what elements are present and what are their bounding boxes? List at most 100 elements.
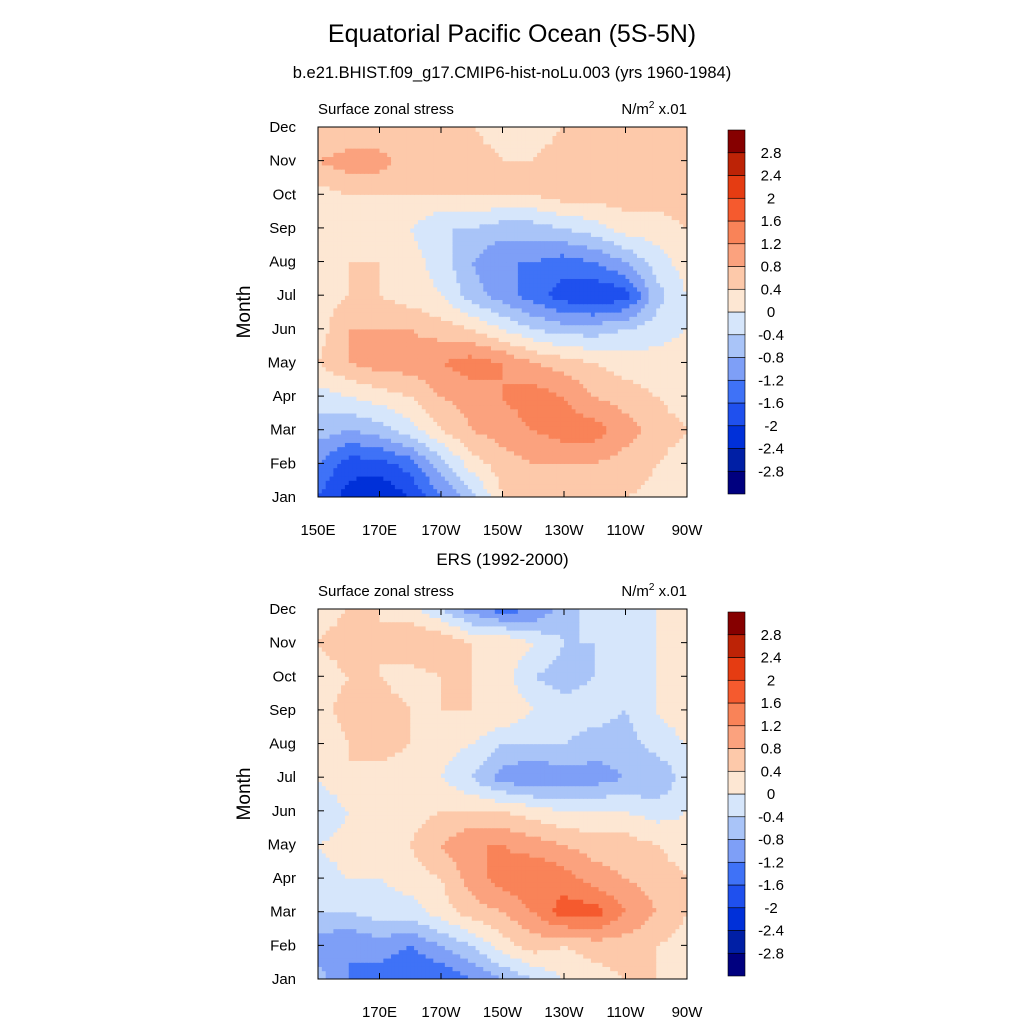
heatmap-cell xyxy=(648,337,653,343)
heatmap-cell xyxy=(379,303,384,309)
heatmap-cell xyxy=(460,370,465,376)
heatmap-cell xyxy=(498,438,504,443)
heatmap-cell xyxy=(414,446,419,452)
heatmap-cell xyxy=(613,429,619,435)
heatmap-cell xyxy=(537,303,542,309)
heatmap-cell xyxy=(514,295,519,300)
heatmap-cell xyxy=(675,366,680,372)
heatmap-cell xyxy=(329,354,334,359)
heatmap-cell xyxy=(487,370,492,376)
heatmap-cell xyxy=(360,454,365,460)
heatmap-cell xyxy=(564,450,569,456)
heatmap-cell xyxy=(637,446,642,452)
heatmap-cell xyxy=(564,307,569,313)
heatmap-cell xyxy=(671,290,677,296)
heatmap-cell xyxy=(348,337,354,343)
heatmap-cell xyxy=(525,429,530,435)
heatmap-cell xyxy=(671,433,677,439)
heatmap-cell xyxy=(675,290,680,296)
heatmap-cell xyxy=(683,328,687,334)
heatmap-cell xyxy=(364,475,369,481)
heatmap-cell xyxy=(402,333,407,338)
heatmap-cell xyxy=(575,324,580,330)
heatmap-cell xyxy=(329,425,334,431)
heatmap-cell xyxy=(540,299,546,305)
heatmap-cell xyxy=(479,324,484,330)
heatmap-cell xyxy=(352,328,358,334)
heatmap-cell xyxy=(529,383,534,389)
heatmap-cell xyxy=(652,391,657,397)
heatmap-cell xyxy=(517,492,523,497)
heatmap-cell xyxy=(590,408,596,414)
heatmap-cell xyxy=(552,396,557,401)
heatmap-cell xyxy=(552,362,557,368)
heatmap-cell xyxy=(502,362,507,368)
heatmap-cell xyxy=(590,282,596,288)
heatmap-cell xyxy=(525,433,530,439)
heatmap-cell xyxy=(479,307,484,313)
heatmap-cell xyxy=(452,333,457,338)
heatmap-cell xyxy=(510,396,515,401)
heatmap-cell xyxy=(498,349,504,355)
heatmap-cell xyxy=(579,463,584,469)
heatmap-cell xyxy=(414,341,419,347)
heatmap-cell xyxy=(583,299,588,305)
heatmap-cell xyxy=(467,295,473,300)
heatmap-cell xyxy=(683,299,687,305)
heatmap-cell xyxy=(414,492,419,497)
heatmap-cell xyxy=(644,391,650,397)
heatmap-cell xyxy=(667,303,673,309)
heatmap-cell xyxy=(433,354,438,359)
heatmap-cell xyxy=(406,438,411,443)
heatmap-cell xyxy=(587,290,592,296)
heatmap-cell xyxy=(444,442,450,448)
heatmap-cell xyxy=(394,349,400,355)
heatmap-cell xyxy=(437,303,442,309)
heatmap-cell xyxy=(441,387,446,393)
heatmap-cell xyxy=(675,307,680,313)
heatmap-cell xyxy=(464,404,469,410)
heatmap-cell xyxy=(644,383,650,389)
heatmap-cell xyxy=(644,345,650,351)
heatmap-cell xyxy=(663,408,669,414)
heatmap-cell xyxy=(571,299,577,305)
heatmap-cell xyxy=(506,370,511,376)
heatmap-cell xyxy=(406,383,411,389)
heatmap-cell xyxy=(637,286,642,292)
heatmap-cell xyxy=(575,375,580,380)
heatmap-cell xyxy=(325,433,331,439)
heatmap-cell xyxy=(394,459,400,464)
heatmap-cell xyxy=(625,299,630,305)
heatmap-cell xyxy=(533,366,538,372)
heatmap-cell xyxy=(421,387,427,393)
heatmap-cell xyxy=(656,282,661,288)
heatmap-cell xyxy=(364,366,369,372)
heatmap-cell xyxy=(414,396,419,401)
heatmap-cell xyxy=(383,295,388,300)
heatmap-cell xyxy=(671,484,677,490)
heatmap-cell xyxy=(414,484,419,490)
heatmap-cell xyxy=(621,320,627,326)
heatmap-cell xyxy=(490,345,496,351)
heatmap-cell xyxy=(648,480,653,485)
heatmap-cell xyxy=(560,438,565,443)
heatmap-cell xyxy=(425,471,431,477)
heatmap-cell xyxy=(548,307,554,313)
heatmap-cell xyxy=(398,446,404,452)
heatmap-cell xyxy=(502,366,507,372)
heatmap-cell xyxy=(394,375,400,380)
heatmap-cell xyxy=(671,475,677,481)
heatmap-cell xyxy=(387,484,392,490)
heatmap-cell xyxy=(348,412,354,418)
heatmap-cell xyxy=(494,307,500,313)
heatmap-cell xyxy=(606,404,611,410)
heatmap-cell xyxy=(379,387,384,393)
heatmap-cell xyxy=(375,429,381,435)
heatmap-cell xyxy=(613,366,619,372)
heatmap-cell xyxy=(329,295,334,300)
heatmap-cell xyxy=(471,471,477,477)
heatmap-cell xyxy=(675,286,680,292)
heatmap-cell xyxy=(544,412,550,418)
heatmap-cell xyxy=(652,408,657,414)
heatmap-cell xyxy=(521,320,527,326)
